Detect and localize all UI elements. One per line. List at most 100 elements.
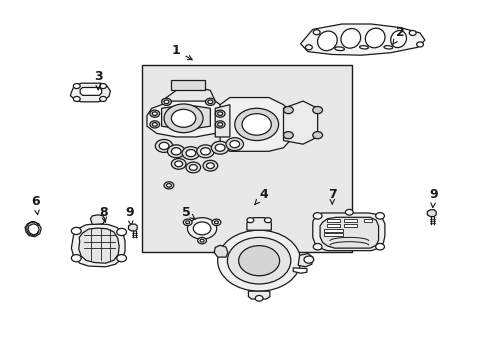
Polygon shape [215, 105, 229, 137]
Circle shape [73, 84, 80, 89]
Circle shape [238, 246, 279, 276]
Ellipse shape [334, 47, 344, 51]
Circle shape [171, 158, 185, 169]
Circle shape [312, 132, 322, 139]
Text: 8: 8 [99, 206, 107, 222]
Bar [324, 229, 343, 231]
Circle shape [214, 221, 218, 224]
Circle shape [217, 230, 300, 291]
Polygon shape [70, 83, 110, 102]
Circle shape [234, 108, 278, 140]
Circle shape [264, 218, 271, 223]
Polygon shape [220, 98, 293, 151]
Circle shape [375, 213, 384, 219]
Text: 9: 9 [428, 188, 437, 207]
Circle shape [203, 160, 217, 171]
Circle shape [185, 149, 195, 157]
Circle shape [229, 140, 239, 148]
Circle shape [182, 147, 199, 159]
Circle shape [161, 98, 171, 105]
Bar [327, 224, 339, 227]
Ellipse shape [317, 31, 337, 51]
Circle shape [313, 213, 322, 219]
Polygon shape [171, 80, 205, 90]
Circle shape [207, 100, 212, 104]
Circle shape [152, 123, 157, 126]
Polygon shape [300, 24, 424, 55]
Ellipse shape [383, 46, 392, 49]
Polygon shape [79, 228, 119, 263]
Circle shape [100, 84, 106, 89]
Circle shape [163, 182, 173, 189]
Circle shape [313, 243, 322, 250]
Circle shape [200, 239, 203, 242]
Circle shape [345, 210, 352, 215]
Text: 9: 9 [125, 206, 134, 225]
Circle shape [305, 45, 312, 50]
Circle shape [193, 222, 210, 235]
Circle shape [215, 121, 224, 128]
Polygon shape [161, 105, 210, 130]
Circle shape [71, 255, 81, 262]
Text: 5: 5 [181, 206, 195, 219]
Circle shape [117, 255, 126, 262]
Polygon shape [214, 245, 227, 257]
Circle shape [312, 107, 322, 114]
Circle shape [150, 121, 159, 128]
Polygon shape [293, 268, 306, 273]
Circle shape [205, 98, 215, 105]
Circle shape [211, 141, 228, 154]
Circle shape [163, 100, 168, 104]
Circle shape [375, 243, 384, 250]
Polygon shape [161, 87, 215, 101]
Circle shape [171, 109, 195, 127]
Ellipse shape [390, 31, 406, 48]
Ellipse shape [359, 46, 367, 49]
Circle shape [100, 96, 106, 102]
Circle shape [174, 161, 182, 167]
Circle shape [196, 145, 214, 158]
Circle shape [163, 104, 203, 133]
Circle shape [185, 221, 189, 224]
Circle shape [215, 110, 224, 117]
Polygon shape [248, 291, 269, 299]
Bar [327, 220, 339, 222]
Circle shape [183, 219, 192, 226]
Polygon shape [246, 218, 271, 230]
Circle shape [225, 138, 243, 150]
Text: 2: 2 [392, 27, 404, 45]
Circle shape [187, 218, 216, 239]
Circle shape [283, 107, 293, 114]
Circle shape [166, 184, 171, 187]
Bar [324, 233, 343, 236]
Text: 1: 1 [171, 44, 192, 60]
Circle shape [217, 112, 222, 116]
Ellipse shape [365, 28, 384, 48]
Polygon shape [312, 213, 384, 251]
Polygon shape [80, 87, 102, 95]
Polygon shape [283, 101, 317, 144]
Circle shape [313, 30, 320, 35]
Bar [344, 220, 356, 222]
Polygon shape [320, 217, 378, 248]
Circle shape [246, 218, 253, 223]
Polygon shape [298, 253, 312, 267]
Polygon shape [147, 98, 224, 137]
Bar [344, 224, 356, 227]
Polygon shape [90, 215, 105, 225]
Circle shape [416, 42, 423, 47]
Circle shape [159, 142, 168, 149]
Circle shape [73, 96, 80, 102]
Circle shape [185, 162, 200, 173]
Text: 6: 6 [31, 195, 40, 215]
Text: 7: 7 [327, 188, 336, 204]
Circle shape [304, 256, 313, 263]
Text: 3: 3 [94, 69, 102, 90]
Circle shape [200, 148, 210, 155]
Circle shape [155, 139, 172, 152]
Polygon shape [28, 224, 39, 235]
Bar [142, 65, 351, 252]
Circle shape [227, 237, 290, 284]
Circle shape [212, 219, 221, 226]
Circle shape [152, 112, 157, 116]
